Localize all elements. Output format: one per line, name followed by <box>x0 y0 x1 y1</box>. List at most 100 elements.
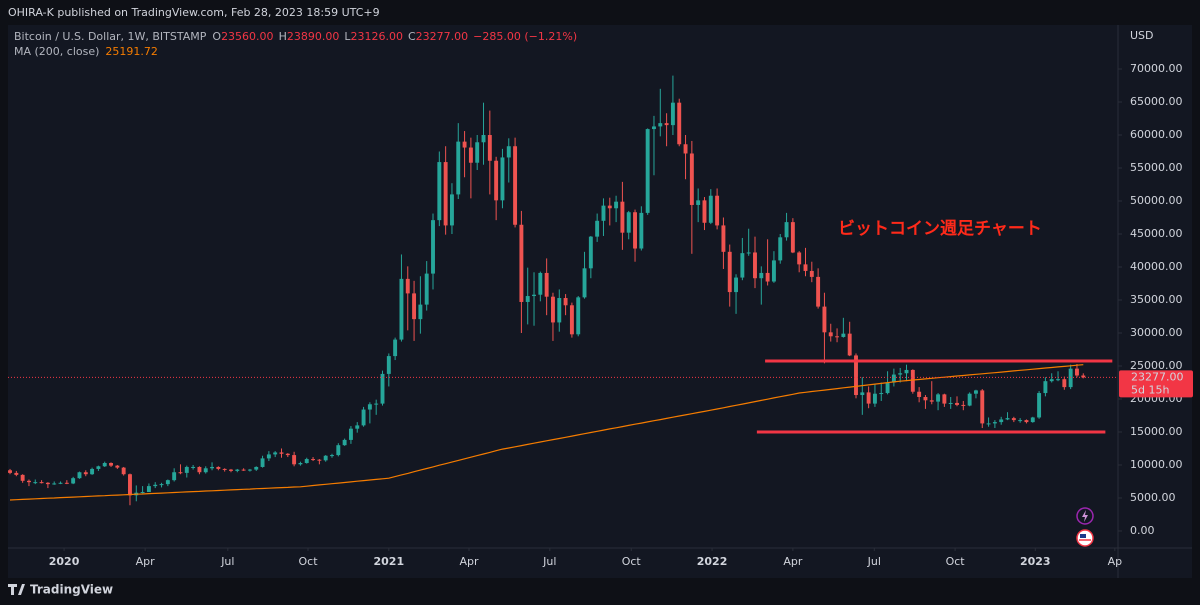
candle-body <box>361 409 366 426</box>
candle-body <box>203 468 208 473</box>
candle-body <box>197 466 202 473</box>
candle-body <box>588 236 593 269</box>
candle-body <box>658 123 663 127</box>
candle-body <box>367 404 372 410</box>
candle-body <box>45 482 50 485</box>
currency: USD <box>1130 29 1154 42</box>
candle-body <box>311 459 316 461</box>
candle-body <box>910 369 915 392</box>
candle-body <box>759 272 764 279</box>
candle-body <box>1075 368 1079 376</box>
x-tick-label: Apr <box>783 555 803 568</box>
candle-body <box>708 195 713 223</box>
candle-body <box>582 268 587 298</box>
candle-body <box>841 333 846 337</box>
ma-line <box>9 364 1084 501</box>
candle-body <box>664 123 669 126</box>
candle-body <box>109 463 113 466</box>
candle-body <box>955 402 959 405</box>
candle-body <box>734 277 739 293</box>
candle-body <box>443 162 448 226</box>
y-tick-label: 10000.00 <box>1130 458 1183 471</box>
candle-body <box>323 455 328 461</box>
candle-body <box>247 469 252 471</box>
candle-body <box>266 454 271 459</box>
candle-body <box>904 369 909 374</box>
y-tick-label: 55000.00 <box>1130 161 1183 174</box>
candle-body <box>424 273 429 305</box>
candle-body <box>923 397 928 401</box>
candle-body <box>1005 418 1010 420</box>
candle-body <box>506 146 511 158</box>
candle-body <box>715 195 720 226</box>
candle-body <box>140 492 145 494</box>
candle-body <box>279 452 284 454</box>
candle-body <box>39 482 44 484</box>
y-tick-label: 50000.00 <box>1130 194 1183 207</box>
candle-body <box>374 403 379 405</box>
candle-body <box>292 455 297 465</box>
candle-body <box>254 466 259 470</box>
y-tick-label: 70000.00 <box>1130 62 1183 75</box>
candle-body <box>670 102 675 126</box>
candle-body <box>27 480 31 483</box>
candle-body <box>8 470 12 473</box>
event-icons <box>1076 507 1094 547</box>
candle-body <box>702 200 707 223</box>
candle-body <box>437 162 442 221</box>
x-tick-label: 2022 <box>697 555 728 568</box>
candle-body <box>532 294 536 297</box>
brand-logo <box>8 584 25 595</box>
candle-body <box>677 102 682 145</box>
candle-body <box>746 252 751 254</box>
x-tick-label: Jul <box>867 555 881 568</box>
candle-body <box>1056 379 1060 381</box>
candle-body <box>942 394 947 404</box>
candle-body <box>992 422 997 424</box>
candle-body <box>639 212 644 249</box>
ohlc-label: C <box>408 30 416 43</box>
candle-body <box>487 135 492 161</box>
candle-body <box>317 459 322 461</box>
candle-body <box>20 474 25 481</box>
candle-body <box>235 469 240 471</box>
candle-body <box>418 304 423 320</box>
candle-body <box>121 467 126 475</box>
candle-body <box>153 484 158 487</box>
candle-body <box>146 486 151 493</box>
candle-body <box>102 463 107 467</box>
ohlc-label: L <box>344 30 351 43</box>
candle-body <box>500 157 505 201</box>
candle-body <box>847 333 852 356</box>
candle-body <box>1049 379 1054 382</box>
y-tick-label: 0.00 <box>1130 524 1155 537</box>
candle-body <box>298 463 303 465</box>
ohlc-value: 23890.00 <box>287 30 340 43</box>
change: −285.00 (−1.21%) <box>473 30 577 43</box>
candle-body <box>784 222 789 238</box>
last-price-label: 23277.00 <box>1131 370 1184 383</box>
icon-lightning-glyph <box>1082 510 1088 522</box>
candle-body <box>866 392 871 404</box>
countdown: 5d 15h <box>1131 383 1169 396</box>
candle-body <box>393 339 398 357</box>
candle-body <box>64 482 69 484</box>
candle-body <box>519 224 524 302</box>
y-tick-label: 35000.00 <box>1130 293 1183 306</box>
candle-body <box>721 225 726 252</box>
x-tick-label: Apr <box>136 555 156 568</box>
candle-body <box>191 466 196 468</box>
candle-body <box>948 402 953 404</box>
candle-body <box>380 373 385 404</box>
candle-body <box>917 391 922 398</box>
candle-body <box>355 425 360 429</box>
candle-body <box>607 205 612 209</box>
candle-body <box>513 146 518 225</box>
x-tick-label: Apr <box>459 555 479 568</box>
ohlc-label: H <box>279 30 287 43</box>
candle-body <box>986 423 991 425</box>
candle-body <box>854 355 858 396</box>
candle-body <box>165 480 170 485</box>
candle-body <box>1068 368 1073 388</box>
